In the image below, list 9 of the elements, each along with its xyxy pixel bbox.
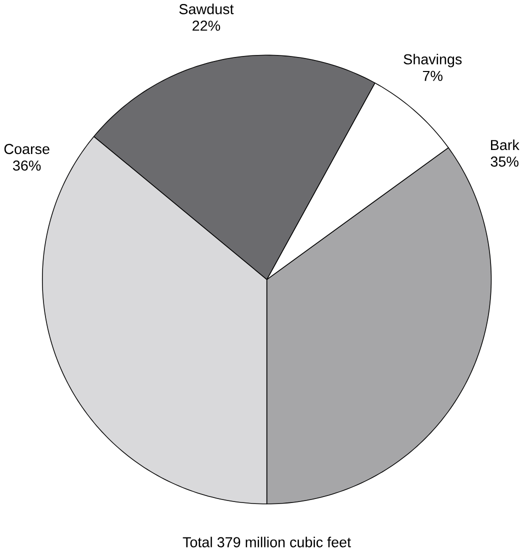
data-label: 36% [12,160,41,171]
data-label: 7% [422,70,442,81]
slice-label: Coarse [4,144,50,154]
data-label: 35% [490,156,518,167]
text: Total 379 million cubic feet [182,536,351,548]
slice-label: Sawdust [179,4,234,14]
data-label: 22% [192,20,220,31]
slice-label: Shavings [404,54,462,68]
slice-label: Bark [490,140,520,150]
